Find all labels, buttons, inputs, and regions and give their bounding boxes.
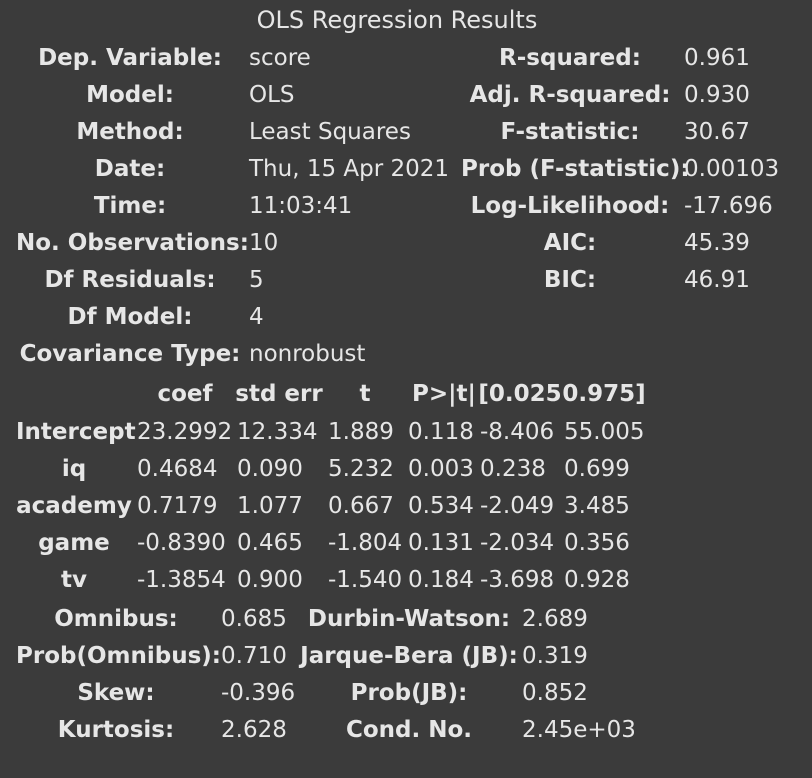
coef-cell: 0.534 bbox=[408, 493, 474, 519]
coef-cell: -2.034 bbox=[480, 530, 555, 556]
stat-value: -17.696 bbox=[684, 193, 773, 219]
row-label: game bbox=[38, 530, 110, 556]
coef-cell: -3.698 bbox=[480, 567, 555, 593]
coef-cell: 5.232 bbox=[328, 456, 394, 482]
coef-cell: 0.667 bbox=[328, 493, 394, 519]
column-header: [0.025 bbox=[478, 381, 562, 407]
stat-value: 0.852 bbox=[522, 680, 588, 706]
stat-label: Omnibus: bbox=[54, 606, 178, 632]
coef-cell: 0.090 bbox=[237, 456, 303, 482]
coef-cell: 0.900 bbox=[237, 567, 303, 593]
stat-value: Least Squares bbox=[249, 119, 411, 145]
stat-label: Skew: bbox=[77, 680, 155, 706]
stat-value: 11:03:41 bbox=[249, 193, 353, 219]
stat-value: 45.39 bbox=[684, 230, 750, 256]
coef-cell: 0.699 bbox=[564, 456, 630, 482]
row-label: tv bbox=[61, 567, 87, 593]
stat-label: Df Model: bbox=[67, 304, 193, 330]
stat-label: Prob (F-statistic): bbox=[461, 156, 690, 182]
stat-label: Df Residuals: bbox=[44, 267, 216, 293]
coef-cell: 0.465 bbox=[237, 530, 303, 556]
stat-value: OLS bbox=[249, 82, 295, 108]
row-label: academy bbox=[16, 493, 132, 519]
coef-cell: 0.238 bbox=[480, 456, 546, 482]
stat-value: score bbox=[249, 45, 311, 71]
stat-value: 46.91 bbox=[684, 267, 750, 293]
stat-label bbox=[461, 299, 679, 336]
coef-cell: 3.485 bbox=[564, 493, 630, 519]
coef-cell: -2.049 bbox=[480, 493, 555, 519]
stat-value: Thu, 15 Apr 2021 bbox=[249, 156, 450, 182]
stat-label: Dep. Variable: bbox=[38, 45, 222, 71]
coef-cell: 12.334 bbox=[237, 419, 318, 445]
stat-value: 2.45e+03 bbox=[522, 717, 636, 743]
stat-value: nonrobust bbox=[249, 341, 366, 367]
column-header: 0.975] bbox=[562, 381, 646, 407]
top-strip bbox=[0, 0, 812, 6]
coef-cell: 0.131 bbox=[408, 530, 474, 556]
stat-value: 0.710 bbox=[221, 643, 287, 669]
stat-label: BIC: bbox=[543, 267, 597, 293]
stat-label: R-squared: bbox=[499, 45, 641, 71]
stat-value: 5 bbox=[249, 267, 264, 293]
stat-value: 30.67 bbox=[684, 119, 750, 145]
page-title: OLS Regression Results bbox=[256, 6, 538, 34]
stat-value: 2.689 bbox=[522, 606, 588, 632]
column-header: std err bbox=[235, 381, 323, 407]
coef-cell: 0.118 bbox=[408, 419, 474, 445]
coef-cell: 1.889 bbox=[328, 419, 394, 445]
coef-cell: 0.4684 bbox=[137, 456, 218, 482]
coef-cell: 23.2992 bbox=[137, 419, 233, 445]
column-header: P>|t| bbox=[412, 381, 476, 407]
stat-value bbox=[684, 336, 794, 373]
coef-cell: -1.804 bbox=[328, 530, 403, 556]
stat-value: 2.628 bbox=[221, 717, 287, 743]
stat-value: 0.685 bbox=[221, 606, 287, 632]
coef-cell: 1.077 bbox=[237, 493, 303, 519]
row-label: iq bbox=[61, 456, 87, 482]
stat-value bbox=[684, 299, 794, 336]
stat-value: 10 bbox=[249, 230, 279, 256]
stat-label: Time: bbox=[93, 193, 167, 219]
stat-value: 0.930 bbox=[684, 82, 750, 108]
stat-label: Kurtosis: bbox=[57, 717, 175, 743]
stat-value: 0.319 bbox=[522, 643, 588, 669]
coef-cell: 0.003 bbox=[408, 456, 474, 482]
coef-cell: 55.005 bbox=[564, 419, 645, 445]
stat-label: Durbin-Watson: bbox=[307, 606, 511, 632]
column-header: t bbox=[359, 381, 371, 407]
row-label: Intercept bbox=[16, 419, 136, 445]
stat-value: 0.961 bbox=[684, 45, 750, 71]
stat-label: Prob(Omnibus): bbox=[16, 643, 221, 669]
stat-label: Covariance Type: bbox=[19, 341, 241, 367]
stat-value: -0.396 bbox=[221, 680, 296, 706]
coef-cell: 0.356 bbox=[564, 530, 630, 556]
coef-cell: -1.540 bbox=[328, 567, 403, 593]
stat-label: Model: bbox=[86, 82, 174, 108]
stat-label: Adj. R-squared: bbox=[469, 82, 671, 108]
stat-label: Date: bbox=[94, 156, 166, 182]
stat-label: Cond. No. bbox=[345, 717, 473, 743]
stat-value: 4 bbox=[249, 304, 264, 330]
stat-label: Prob(JB): bbox=[350, 680, 468, 706]
stat-label: Jarque-Bera (JB): bbox=[300, 643, 518, 669]
coef-cell: 0.928 bbox=[564, 567, 630, 593]
stat-label: AIC: bbox=[543, 230, 597, 256]
stat-value: 0.00103 bbox=[684, 156, 780, 182]
stat-label bbox=[461, 336, 679, 373]
stat-label: Log-Likelihood: bbox=[470, 193, 670, 219]
coef-cell: 0.7179 bbox=[137, 493, 218, 519]
stat-label: F-statistic: bbox=[500, 119, 640, 145]
coef-cell: -8.406 bbox=[480, 419, 555, 445]
coef-cell: -1.3854 bbox=[137, 567, 226, 593]
stat-label: Method: bbox=[76, 119, 184, 145]
column-header: coef bbox=[157, 381, 213, 407]
stat-label: No. Observations: bbox=[16, 230, 249, 256]
coef-cell: -0.8390 bbox=[137, 530, 226, 556]
coef-cell: 0.184 bbox=[408, 567, 474, 593]
